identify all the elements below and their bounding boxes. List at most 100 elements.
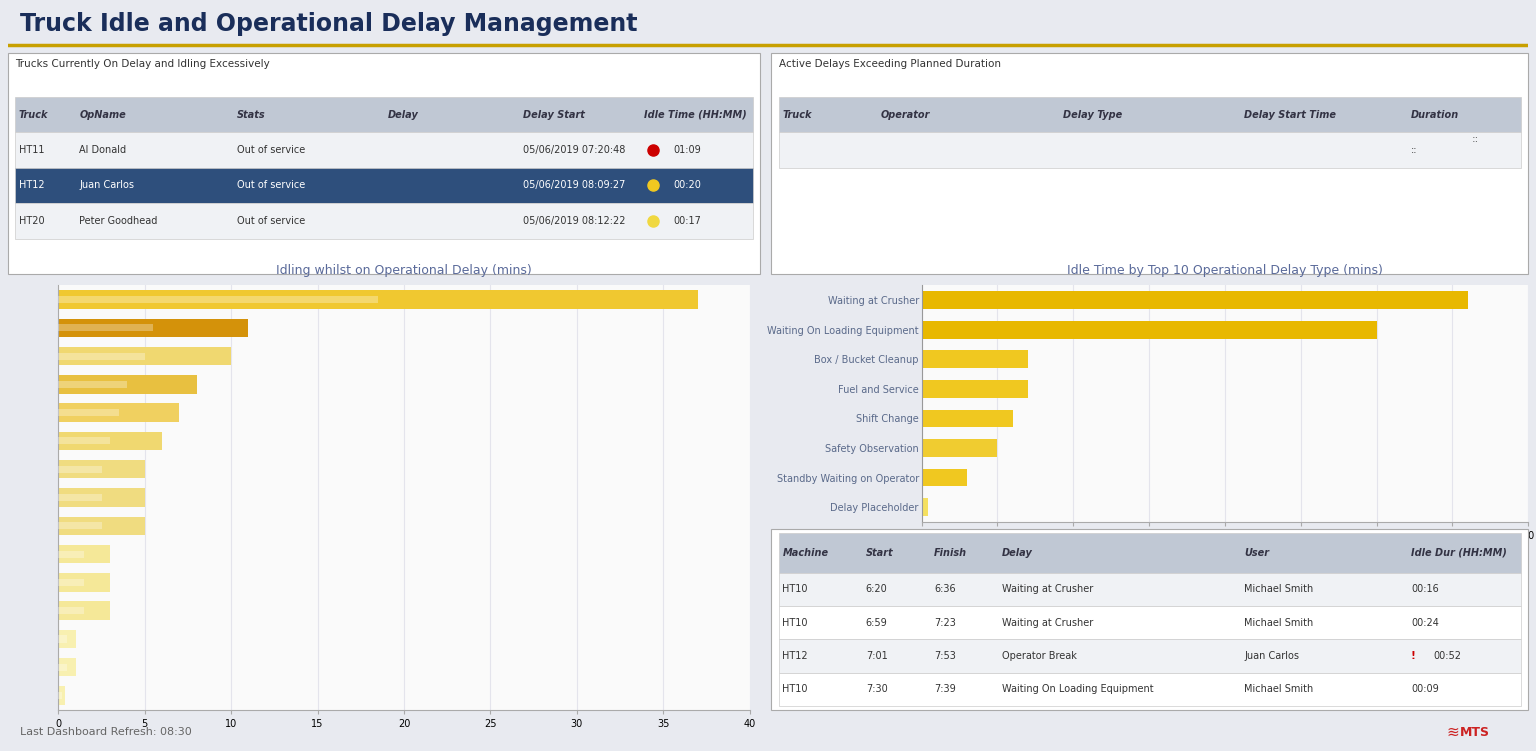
Text: Delay: Delay	[387, 110, 419, 119]
Bar	[58, 686, 65, 704]
Text: Stats: Stats	[237, 110, 266, 119]
Text: 7:53: 7:53	[934, 651, 955, 661]
Text: Truck: Truck	[782, 110, 813, 119]
Bar	[58, 545, 111, 563]
Text: Finish: Finish	[934, 548, 968, 558]
Title: Idle Time by Top 10 Operational Delay Type (mins): Idle Time by Top 10 Operational Delay Ty…	[1068, 264, 1382, 277]
Text: !: !	[1412, 651, 1416, 661]
Text: 7:01: 7:01	[866, 651, 888, 661]
Text: 00:16: 00:16	[1412, 584, 1439, 594]
Bar	[58, 550, 84, 558]
Bar	[58, 579, 84, 586]
Text: HT10: HT10	[782, 618, 808, 628]
Text: Peter Goodhead: Peter Goodhead	[80, 216, 158, 226]
Bar	[58, 573, 111, 592]
Text: ::: ::	[1412, 145, 1418, 155]
Bar	[58, 352, 144, 360]
Bar	[58, 409, 118, 416]
Bar	[922, 351, 1028, 368]
Bar	[15, 204, 753, 239]
Bar	[922, 380, 1028, 398]
Text: 6:59: 6:59	[866, 618, 888, 628]
Bar	[58, 630, 75, 648]
Text: HT10: HT10	[782, 684, 808, 695]
Bar	[58, 381, 127, 388]
Text: HT10: HT10	[782, 584, 808, 594]
Bar	[779, 97, 1521, 132]
Bar	[58, 664, 68, 671]
Bar	[58, 692, 61, 699]
Text: Juan Carlos: Juan Carlos	[1244, 651, 1299, 661]
Bar	[58, 460, 144, 478]
Text: Out of service: Out of service	[237, 180, 306, 191]
Text: Out of service: Out of service	[237, 216, 306, 226]
Bar	[58, 318, 249, 337]
Text: HT11: HT11	[18, 145, 45, 155]
Text: Al Donald: Al Donald	[80, 145, 126, 155]
Title: Idling whilst on Operational Delay (mins): Idling whilst on Operational Delay (mins…	[276, 264, 531, 277]
Text: Delay Type: Delay Type	[1063, 110, 1121, 119]
Bar	[15, 132, 753, 167]
Bar	[58, 324, 154, 331]
Bar	[58, 658, 75, 677]
Bar	[58, 376, 197, 394]
Bar	[58, 347, 230, 365]
Text: Operator: Operator	[880, 110, 931, 119]
Text: Waiting at Crusher: Waiting at Crusher	[1001, 618, 1094, 628]
Text: 00:09: 00:09	[1412, 684, 1439, 695]
Text: Active Delays Exceeding Planned Duration: Active Delays Exceeding Planned Duration	[779, 59, 1000, 69]
Bar	[779, 573, 1521, 606]
Text: 6:36: 6:36	[934, 584, 955, 594]
Text: Michael Smith: Michael Smith	[1244, 584, 1313, 594]
Text: Delay: Delay	[1001, 548, 1032, 558]
Text: HT20: HT20	[18, 216, 45, 226]
Text: ::: ::	[1471, 134, 1479, 144]
Text: 7:39: 7:39	[934, 684, 955, 695]
Text: 00:17: 00:17	[674, 216, 702, 226]
Bar	[779, 132, 1521, 167]
Bar	[779, 606, 1521, 639]
Text: 05/06/2019 08:12:22: 05/06/2019 08:12:22	[524, 216, 625, 226]
Bar	[779, 533, 1521, 573]
Text: Trucks Currently On Delay and Idling Excessively: Trucks Currently On Delay and Idling Exc…	[15, 59, 270, 69]
Text: 7:23: 7:23	[934, 618, 955, 628]
Text: 05/06/2019 08:09:27: 05/06/2019 08:09:27	[524, 180, 625, 191]
Bar	[779, 639, 1521, 673]
Text: Machine: Machine	[782, 548, 828, 558]
Bar	[922, 499, 928, 516]
Text: 7:30: 7:30	[866, 684, 888, 695]
Bar	[58, 494, 101, 501]
Text: Last Dashboard Refresh: 08:30: Last Dashboard Refresh: 08:30	[20, 727, 192, 737]
Text: 00:24: 00:24	[1412, 618, 1439, 628]
Bar	[922, 321, 1376, 339]
Text: Delay Start Time: Delay Start Time	[1244, 110, 1336, 119]
Bar	[58, 296, 378, 303]
Text: 01:09: 01:09	[674, 145, 702, 155]
Text: Duration: Duration	[1412, 110, 1459, 119]
Text: Out of service: Out of service	[237, 145, 306, 155]
Bar	[15, 97, 753, 132]
Bar	[922, 291, 1467, 309]
Bar	[58, 607, 84, 614]
Bar	[58, 291, 697, 309]
Text: Start: Start	[866, 548, 894, 558]
Bar	[922, 469, 968, 487]
Text: Juan Carlos: Juan Carlos	[80, 180, 134, 191]
Text: Idle Time (HH:MM): Idle Time (HH:MM)	[644, 110, 746, 119]
Text: 00:52: 00:52	[1433, 651, 1462, 661]
Bar	[58, 466, 101, 473]
Bar	[58, 488, 144, 507]
Text: Waiting at Crusher: Waiting at Crusher	[1001, 584, 1094, 594]
Text: OpName: OpName	[80, 110, 126, 119]
Bar	[58, 432, 163, 450]
Bar	[58, 437, 111, 445]
Text: MTS: MTS	[1461, 725, 1490, 739]
Bar	[58, 517, 144, 535]
Text: HT12: HT12	[782, 651, 808, 661]
Text: ≋: ≋	[1447, 725, 1464, 740]
Text: Delay Start: Delay Start	[524, 110, 585, 119]
Text: 00:20: 00:20	[674, 180, 702, 191]
Text: 05/06/2019 07:20:48: 05/06/2019 07:20:48	[524, 145, 625, 155]
Bar	[58, 522, 101, 529]
Bar	[922, 409, 1012, 427]
